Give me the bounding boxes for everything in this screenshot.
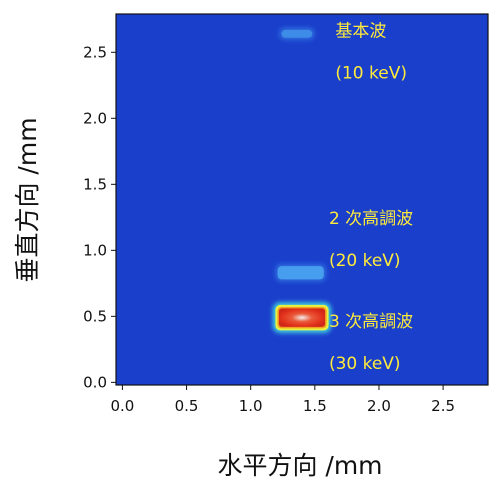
x-tick-label: 1.5 [303, 397, 327, 415]
y-tick-label: 2.5 [83, 43, 107, 61]
y-tick-label: 2.0 [83, 109, 107, 127]
y-tick-label: 0.0 [83, 373, 107, 391]
annotation-1: 基本波 (10 keV) [335, 21, 407, 83]
x-tick-label: 2.5 [431, 397, 455, 415]
x-tick-label: 0.5 [175, 397, 199, 415]
y-tick-label: 1.0 [83, 241, 107, 259]
annotation-3: 3 次高調波 (30 keV) [329, 312, 413, 374]
plot-frame [115, 13, 489, 386]
y-tick-label: 0.5 [83, 307, 107, 325]
intensity-spots [272, 27, 332, 333]
x-axis-title: 水平方向 /mm [217, 451, 382, 480]
annotation-2: 2 次高調波 (20 keV) [329, 209, 413, 271]
annotation-line: (20 keV) [329, 251, 401, 271]
y-tick-label: 1.5 [83, 175, 107, 193]
intensity-spot-2 [275, 264, 326, 282]
x-tick-label: 0.0 [110, 397, 134, 415]
axes: 0.0 0.5 1.0 1.5 2.0 2.5 0.0 0.5 1.0 1.5 2.0 2.5 [83, 13, 489, 415]
annotations: 基本波 (10 keV) 2 次高調波 (20 keV) 3 次高調波 (30 keV) [329, 21, 413, 373]
annotation-line: (10 keV) [335, 63, 407, 83]
intensity-spot-3 [272, 302, 332, 333]
y-axis-title: 垂直方向 /mm [13, 117, 42, 282]
annotation-line: 2 次高調波 [329, 209, 413, 229]
annotation-line: (30 keV) [329, 354, 401, 374]
intensity-spot-1 [279, 27, 315, 40]
annotation-line: 基本波 [335, 21, 386, 41]
x-tick-label: 1.0 [239, 397, 263, 415]
annotation-line: 3 次高調波 [329, 312, 413, 332]
x-tick-label: 2.0 [367, 397, 391, 415]
